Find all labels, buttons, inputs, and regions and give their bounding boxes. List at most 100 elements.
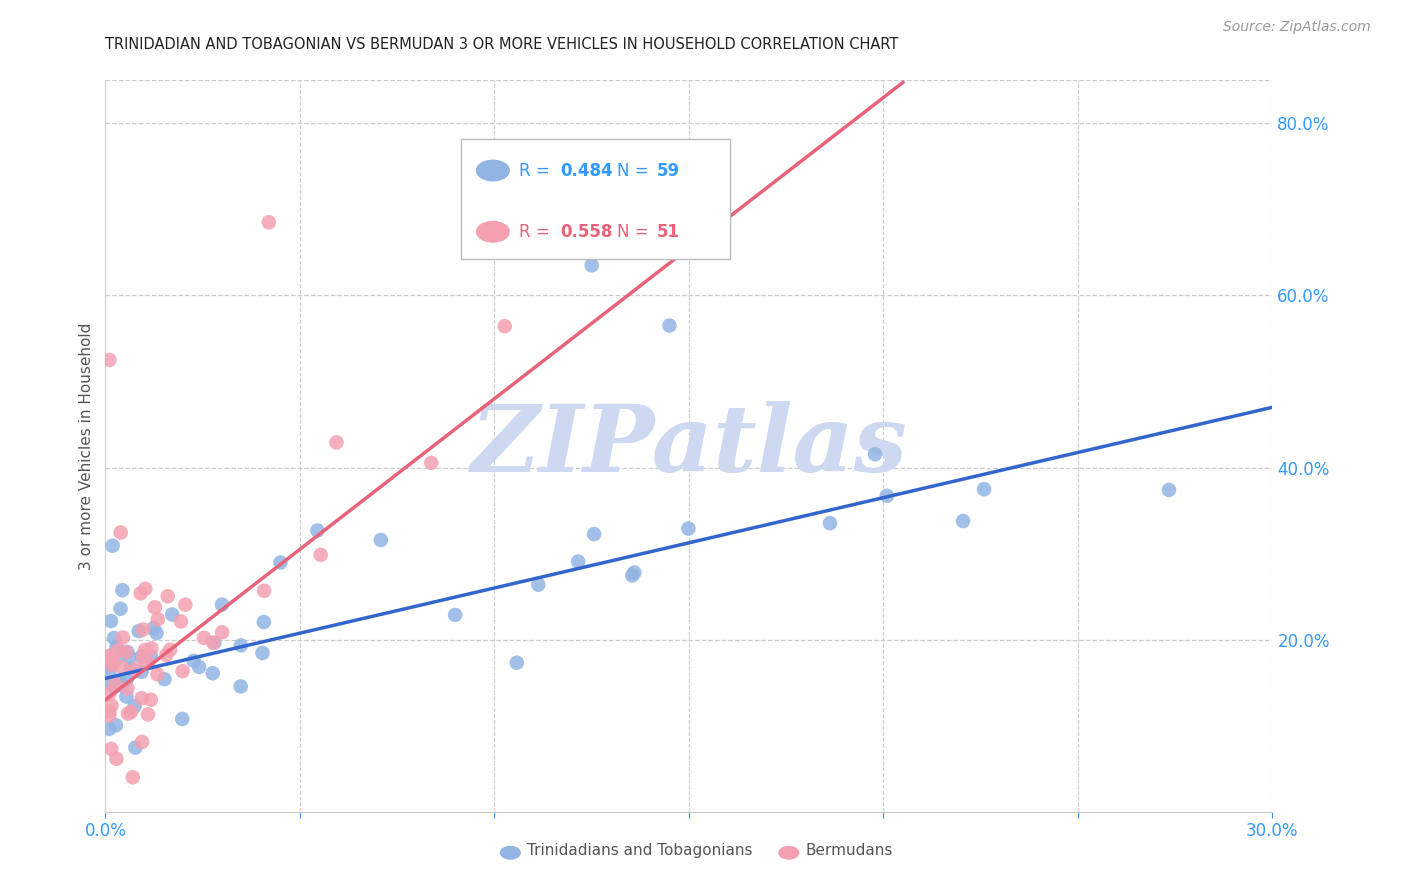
Point xyxy=(115,690,138,704)
Point xyxy=(370,533,392,547)
Point xyxy=(111,660,134,674)
Point xyxy=(141,641,163,656)
Point xyxy=(111,678,134,692)
Point xyxy=(134,643,156,657)
Point xyxy=(145,626,167,640)
Circle shape xyxy=(477,221,509,242)
Point xyxy=(101,657,124,672)
Point xyxy=(527,577,550,591)
Point xyxy=(818,516,841,531)
Point xyxy=(193,631,215,645)
Point xyxy=(146,612,169,626)
Point xyxy=(257,215,280,229)
Point xyxy=(136,707,159,722)
Point xyxy=(952,514,974,528)
Point xyxy=(134,582,156,596)
Text: Trinidadians and Tobagonians: Trinidadians and Tobagonians xyxy=(527,843,752,858)
Point xyxy=(139,692,162,706)
Text: 0.484: 0.484 xyxy=(561,161,613,179)
Point xyxy=(129,586,152,600)
Point xyxy=(107,643,129,657)
Point xyxy=(170,615,193,629)
Point xyxy=(105,640,128,655)
Point xyxy=(420,456,443,470)
Point xyxy=(98,353,121,368)
Point xyxy=(117,706,139,721)
Point xyxy=(98,708,121,723)
Text: Source: ZipAtlas.com: Source: ZipAtlas.com xyxy=(1223,20,1371,34)
Point xyxy=(153,672,176,686)
Point xyxy=(658,318,681,333)
Point xyxy=(253,583,276,598)
Point xyxy=(100,742,122,756)
Point xyxy=(229,680,252,694)
Text: Bermudans: Bermudans xyxy=(806,843,893,858)
Point xyxy=(1157,483,1180,497)
Point xyxy=(621,568,644,582)
Point xyxy=(128,624,150,639)
Point xyxy=(174,598,197,612)
Point xyxy=(103,655,125,669)
Point xyxy=(159,642,181,657)
Point xyxy=(108,650,131,665)
Point xyxy=(131,649,153,664)
Point xyxy=(131,691,153,706)
Point xyxy=(115,673,138,687)
Point xyxy=(100,614,122,628)
Point xyxy=(202,635,225,649)
Point xyxy=(202,636,225,650)
Point xyxy=(111,583,134,598)
Point xyxy=(146,667,169,681)
Point xyxy=(98,722,121,736)
Point xyxy=(155,648,177,662)
Point xyxy=(98,704,121,718)
Point xyxy=(118,650,141,665)
Point xyxy=(876,489,898,503)
Text: N =: N = xyxy=(617,161,654,179)
Point xyxy=(506,656,529,670)
Point xyxy=(124,662,146,676)
Point xyxy=(183,654,205,668)
Point xyxy=(325,435,347,450)
Point xyxy=(201,666,224,681)
Point xyxy=(104,718,127,732)
Point xyxy=(98,649,121,664)
Point xyxy=(678,522,700,536)
Point xyxy=(139,649,162,664)
Point xyxy=(188,660,211,674)
Point xyxy=(98,648,121,663)
Point xyxy=(309,548,332,562)
Text: TRINIDADIAN AND TOBAGONIAN VS BERMUDAN 3 OR MORE VEHICLES IN HOUSEHOLD CORRELATI: TRINIDADIAN AND TOBAGONIAN VS BERMUDAN 3… xyxy=(105,37,898,52)
Point xyxy=(132,623,155,637)
Point xyxy=(115,645,138,659)
Point xyxy=(252,646,274,660)
Point xyxy=(623,566,645,580)
Point xyxy=(143,600,166,615)
Text: N =: N = xyxy=(617,223,654,241)
Point xyxy=(973,482,995,496)
Point xyxy=(211,598,233,612)
Point xyxy=(253,615,276,629)
Point xyxy=(567,555,589,569)
Point xyxy=(269,556,292,570)
Point xyxy=(104,680,127,694)
Point xyxy=(160,607,183,622)
Text: 0.558: 0.558 xyxy=(561,223,613,241)
Point xyxy=(98,657,121,672)
Point xyxy=(494,319,516,334)
Point xyxy=(110,601,132,615)
Point xyxy=(229,639,252,653)
Point xyxy=(156,589,179,603)
Y-axis label: 3 or more Vehicles in Household: 3 or more Vehicles in Household xyxy=(79,322,94,570)
Point xyxy=(124,740,146,755)
Point xyxy=(131,665,153,679)
Point xyxy=(103,631,125,645)
Point xyxy=(104,677,127,691)
Point xyxy=(124,699,146,714)
Point xyxy=(172,712,194,726)
Point xyxy=(583,527,606,541)
Point xyxy=(120,661,142,675)
Point xyxy=(131,735,153,749)
Point xyxy=(117,681,139,696)
Point xyxy=(136,656,159,670)
